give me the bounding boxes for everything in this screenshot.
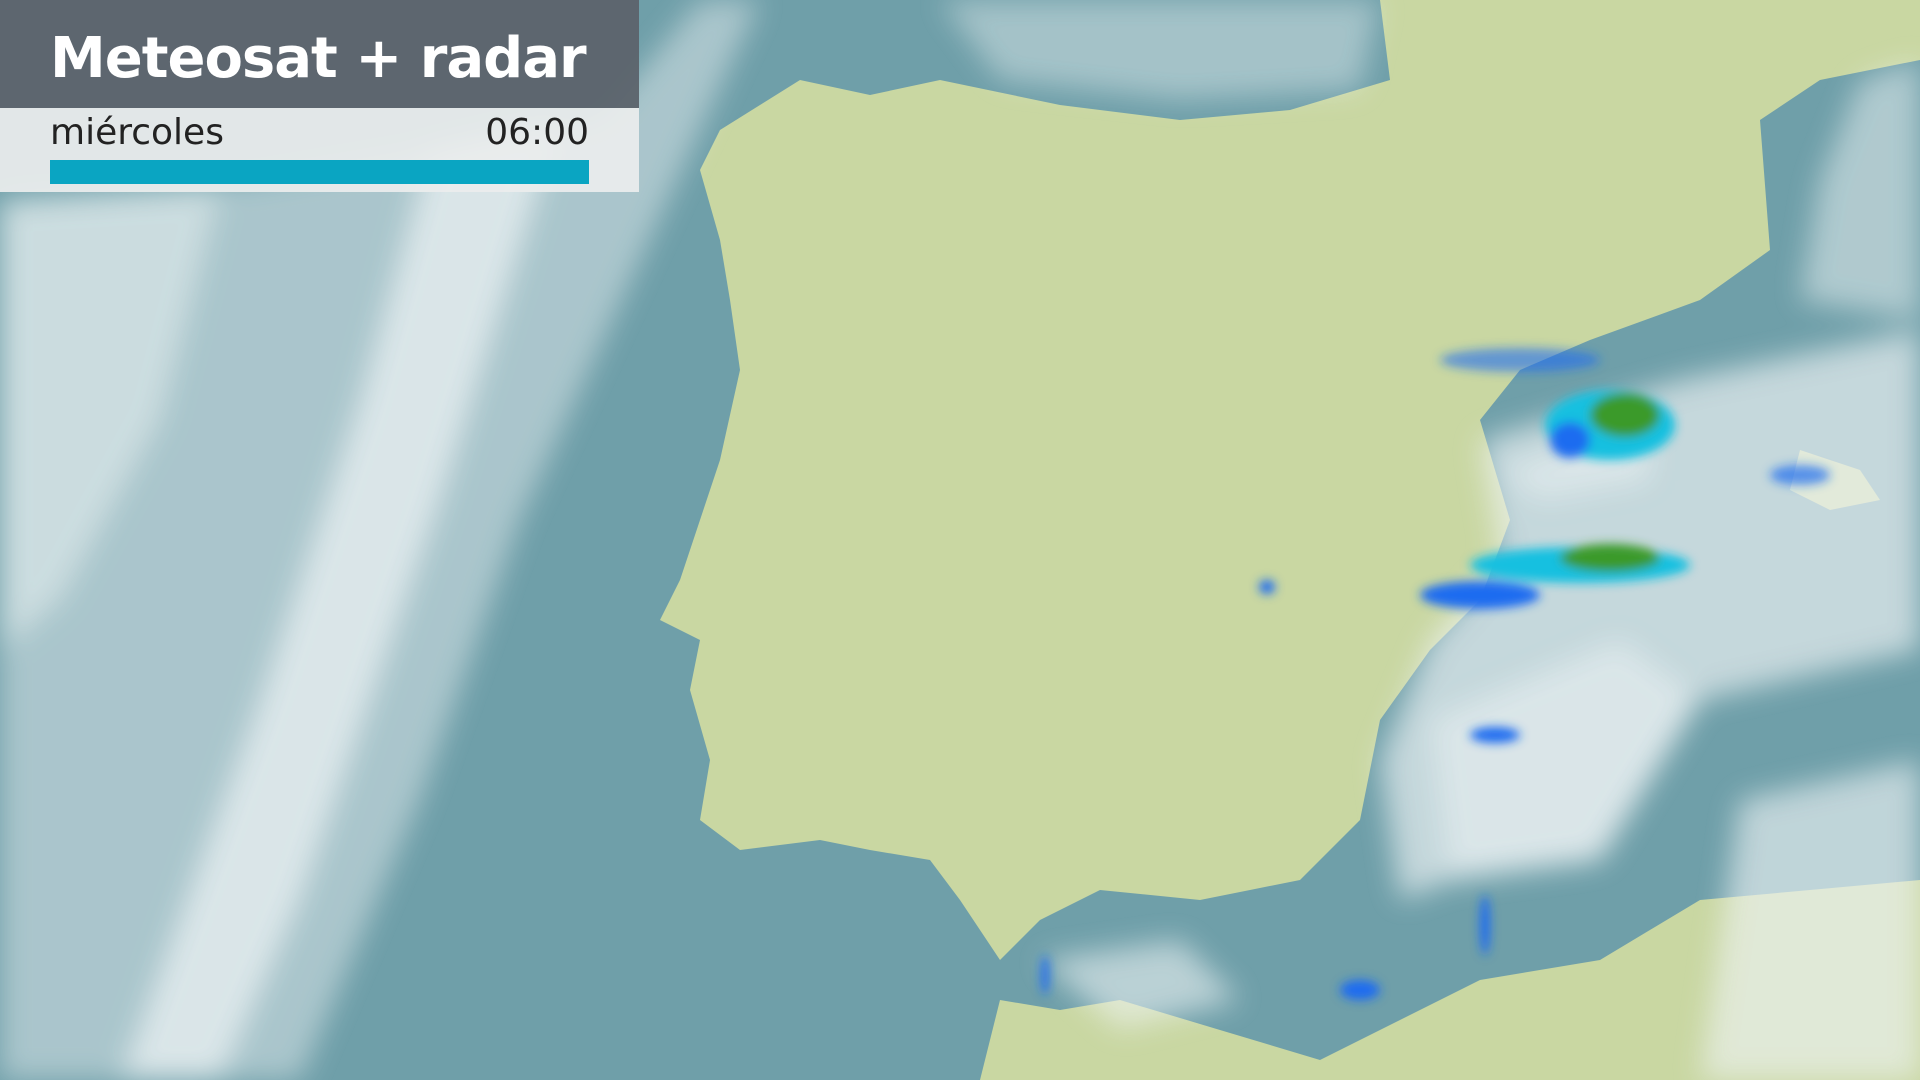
time-label: 06:00 xyxy=(485,112,589,153)
title-bar: Meteosat + radar xyxy=(0,0,639,108)
map-title: Meteosat + radar xyxy=(50,26,587,91)
radar-echoes xyxy=(1041,348,1830,1000)
day-label: miércoles xyxy=(50,112,224,153)
info-panel: Meteosat + radar miércoles 06:00 xyxy=(0,0,639,192)
timeline-progress-fill xyxy=(50,160,589,184)
timeline-progress-bar xyxy=(50,160,589,184)
time-bar: miércoles 06:00 xyxy=(0,108,639,192)
